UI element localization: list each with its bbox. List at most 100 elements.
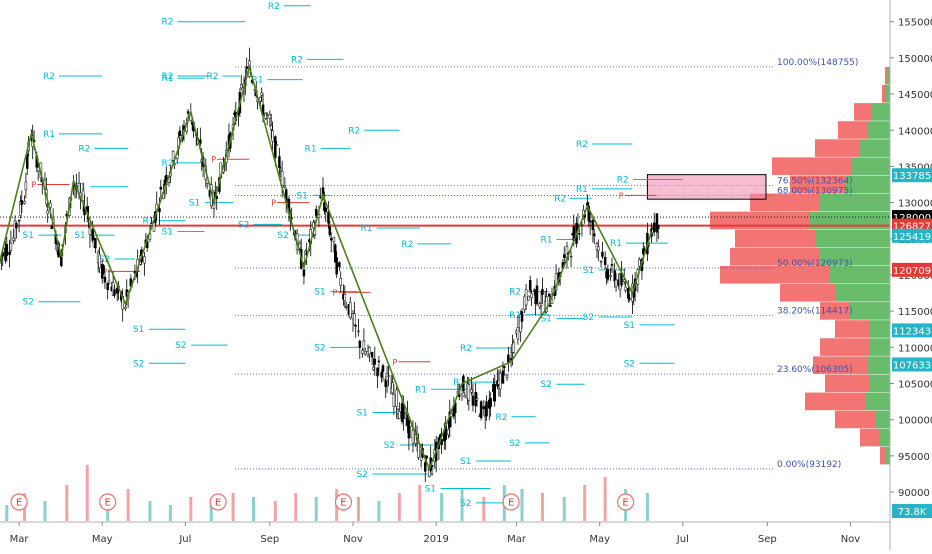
candle-body: [614, 279, 618, 288]
volume-bar: [294, 493, 298, 521]
pivot-label: S2: [356, 470, 367, 480]
candle-body: [535, 285, 539, 304]
candle-body: [628, 298, 631, 300]
volume-profile-red: [880, 446, 885, 465]
volume-bar: [603, 477, 607, 521]
candle-body: [548, 293, 551, 297]
candle-body: [657, 225, 660, 229]
candle-body: [81, 190, 85, 201]
pivot-label: S1: [314, 288, 325, 298]
candle-body: [278, 156, 281, 168]
volume-bar: [189, 497, 193, 521]
volume-profile-green: [868, 356, 890, 374]
pivot-label: R1: [252, 76, 264, 86]
candle-body: [274, 136, 277, 158]
volume-bar: [43, 501, 47, 521]
candle-body: [364, 351, 367, 355]
volume-bar: [85, 465, 89, 521]
candle-body: [17, 220, 21, 222]
candle-body: [520, 311, 524, 322]
price-tag: [892, 262, 932, 277]
pivot-label: R2: [509, 288, 521, 298]
y-tick-label: 140000: [898, 126, 932, 137]
candle-body: [563, 254, 566, 259]
volume-profile-green: [835, 284, 890, 302]
candle-body: [362, 340, 366, 350]
volume-profile-green: [850, 302, 890, 320]
candle-body: [463, 395, 467, 398]
candle-body: [655, 213, 659, 233]
volume-bar: [645, 493, 649, 521]
volume-profile-green: [820, 193, 890, 212]
volume-bar: [148, 501, 152, 521]
fib-level-label: 68.00%(130975): [777, 187, 853, 197]
candle-body: [332, 237, 336, 242]
candle-body: [588, 220, 592, 223]
x-tick-label: May: [92, 534, 113, 545]
candle-body: [314, 208, 318, 216]
candle-body: [50, 225, 54, 229]
x-tick-label: Mar: [507, 534, 527, 545]
x-tick-label: Nov: [841, 534, 861, 545]
price-tag-label: 125419: [893, 232, 931, 243]
price-tag: [892, 357, 932, 372]
volume-profile-green: [860, 139, 890, 157]
volume-bar: [440, 493, 444, 521]
price-tag: [892, 168, 932, 183]
candle-body: [425, 455, 428, 459]
volume-profile-green: [870, 338, 890, 356]
volume-layer: [5, 465, 649, 521]
candle-body: [94, 238, 97, 249]
pivot-label: R2: [43, 72, 55, 82]
candle-body: [503, 365, 506, 368]
zigzag-layer: [0, 63, 653, 472]
candle-body: [368, 347, 371, 355]
candle-body: [577, 233, 581, 235]
candle-body: [115, 287, 119, 294]
candle-body: [24, 181, 28, 191]
volume-profile-red: [854, 103, 872, 121]
candle-body: [338, 262, 341, 268]
candle-body: [106, 282, 109, 291]
candle-body: [637, 259, 641, 267]
candle-body: [373, 358, 377, 365]
candle-body: [597, 246, 600, 251]
candle-body: [354, 325, 357, 327]
pivot-p-label: P: [271, 199, 276, 208]
x-tick-label: Sep: [758, 534, 777, 545]
pivot-layer: R2R2R2R2R2R2R1R1R1R2R2R2R1R1S1S1S2R1S1S2…: [23, 2, 683, 509]
pivot-label: R1: [610, 239, 622, 249]
candle-body: [353, 313, 356, 325]
volume-profile-red: [825, 374, 870, 393]
candle-body: [159, 186, 163, 190]
candle-body: [239, 84, 243, 89]
volume-bar: [231, 493, 235, 521]
y-tick-label: 115000: [898, 307, 932, 318]
fibonacci-layer: 100.00%(148755) 76.50%(132364)68.00%(1309…: [235, 58, 858, 470]
pivot-label: S2: [583, 313, 594, 323]
pivot-label: S2: [509, 439, 520, 449]
x-tick-label: Mar: [10, 534, 30, 545]
volume-profile-red: [735, 229, 815, 248]
pivot-label: S1: [133, 325, 144, 335]
candle-body: [485, 401, 488, 417]
pivot-label: S2: [238, 220, 249, 230]
pivot-label: S1: [162, 228, 173, 238]
candle-body: [327, 211, 330, 224]
candle-body: [245, 66, 248, 69]
pivot-label: S1: [356, 408, 367, 418]
volume-profile-green: [815, 229, 890, 248]
volume-profile-green: [872, 103, 890, 121]
volume-bar: [377, 501, 381, 521]
fib-level-label: 50.00%(120973): [777, 259, 853, 269]
earnings-marker: [616, 493, 635, 511]
candle-body: [268, 114, 272, 119]
candle-body: [539, 303, 543, 306]
candle-body: [98, 254, 101, 269]
candle-body: [620, 273, 623, 286]
volume-profile-red: [885, 66, 887, 85]
pivot-label: S2: [314, 343, 325, 353]
fib-level-label: 38.20%(114417): [777, 306, 853, 316]
